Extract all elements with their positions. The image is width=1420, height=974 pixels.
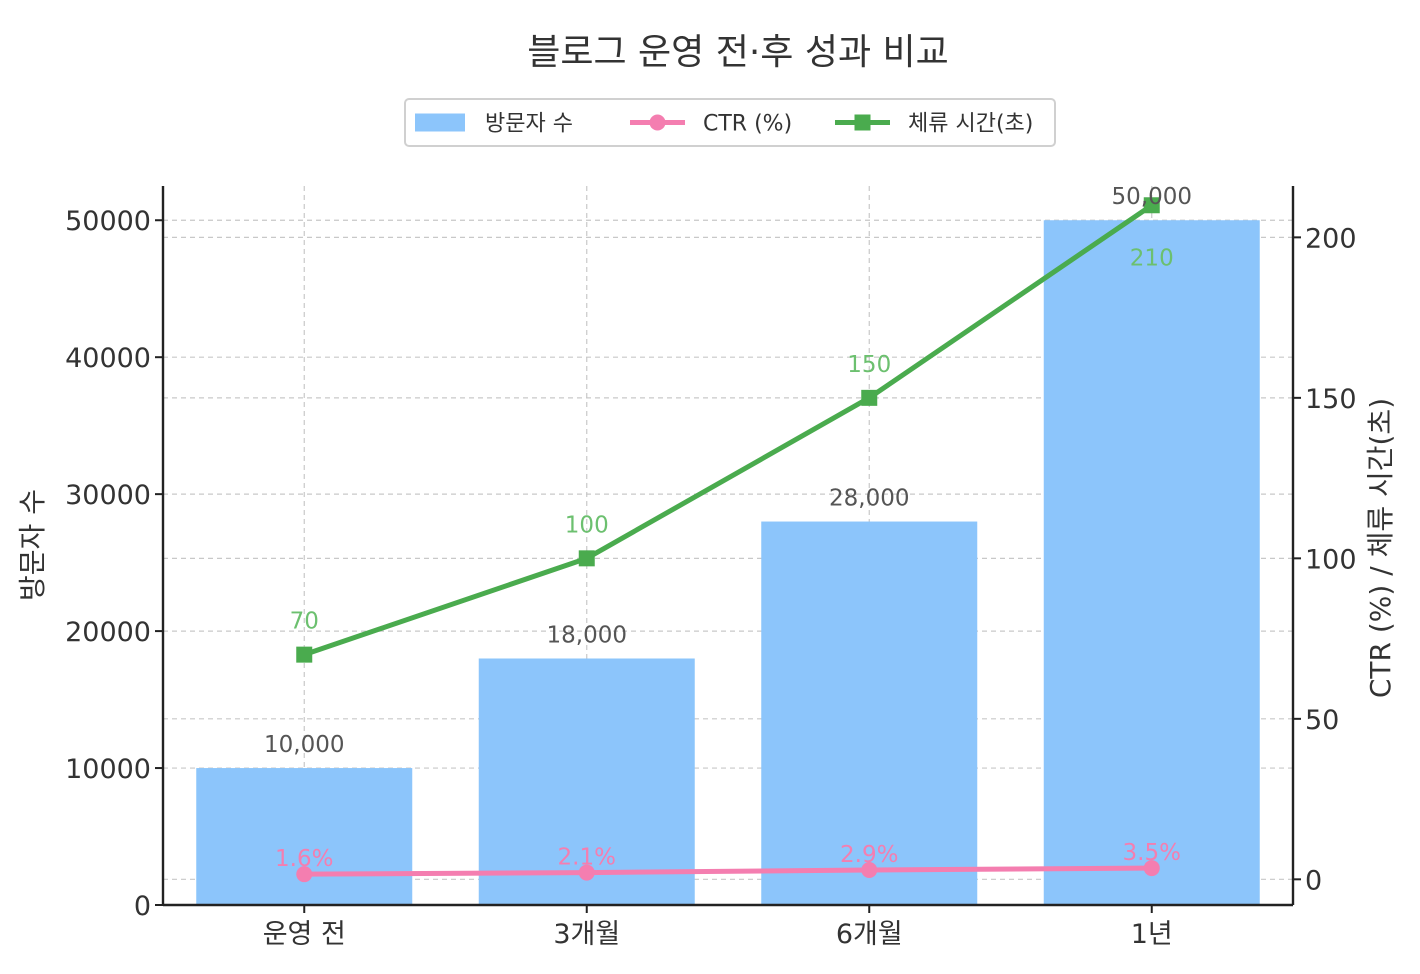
ctr-value-label: 3.5% [1123, 840, 1181, 866]
ctr-point [861, 862, 878, 879]
y-axis-title: 방문자 수 [16, 489, 49, 601]
legend: 방문자 수 CTR (%) 체류 시간(초) [404, 98, 1056, 147]
dwell-time-value-label: 150 [847, 352, 891, 378]
y2-tick-label: 0 [1305, 865, 1322, 896]
dwell-time-value-label: 210 [1130, 245, 1174, 271]
bar [478, 658, 695, 905]
y2-tick-label: 200 [1305, 223, 1357, 254]
dwell-time-point [861, 389, 878, 406]
bar [196, 768, 413, 905]
bars-layer [196, 220, 1260, 905]
chart-title: 블로그 운영 전·후 성과 비교 [527, 32, 949, 73]
labels-layer: 10,000 18,000 28,000 50,000 1.6% 2.1% 2.9% 3.5%… [264, 184, 1192, 872]
ctr-point [296, 866, 313, 883]
bar-value-label: 10,000 [264, 732, 344, 758]
y2-tick-label: 150 [1305, 384, 1357, 415]
dwell-time-point [578, 550, 595, 567]
ctr-line [304, 865, 1152, 877]
legend-label: 방문자 수 [485, 112, 573, 137]
legend-marker-ctr [649, 114, 666, 131]
y2-axis-title: CTR (%) / 체류 시간(초) [1364, 398, 1397, 698]
y2-tick-label: 50 [1305, 705, 1339, 736]
ctr-point [1143, 860, 1160, 877]
x-tick-label: 1년 [1131, 919, 1173, 950]
bar-value-label: 18,000 [547, 622, 627, 648]
y-tick-label: 50000 [65, 206, 151, 237]
y2-tick-label: 100 [1305, 544, 1357, 575]
y-tick-label: 10000 [65, 754, 151, 785]
y-tick-label: 20000 [65, 617, 151, 648]
legend-marker-dwell-time [854, 114, 871, 131]
x-tick-label: 운영 전 [263, 919, 346, 950]
ctr-point [578, 864, 595, 881]
dwell-time-value-label: 100 [565, 512, 609, 538]
bar-value-label: 50,000 [1112, 184, 1192, 210]
x-tick-label: 6개월 [836, 919, 903, 950]
bar [1043, 220, 1260, 905]
ctr-value-label: 2.1% [558, 845, 616, 871]
legend-label: 체류 시간(초) [908, 112, 1033, 137]
y-tick-label: 30000 [65, 480, 151, 511]
legend-label: CTR (%) [703, 112, 792, 137]
dwell-time-point [296, 646, 313, 663]
ctr-value-label: 1.6% [275, 846, 333, 872]
legend-box [404, 98, 1056, 147]
dwell-time-point [1143, 197, 1160, 214]
axes-layer: 0 10000 20000 30000 40000 50000 0 50 100 150 200 운영… [65, 186, 1357, 950]
bar-value-label: 28,000 [829, 486, 909, 512]
dwell-time-line [303, 203, 1154, 658]
y-tick-label: 40000 [65, 343, 151, 374]
x-tick-label: 3개월 [553, 919, 620, 950]
lines-layer [296, 197, 1160, 883]
ctr-value-label: 2.9% [840, 842, 898, 868]
dwell-time-value-label: 70 [290, 609, 319, 635]
y-tick-label: 0 [134, 891, 151, 922]
legend-swatch-visitors [415, 113, 465, 132]
bar [761, 521, 978, 905]
